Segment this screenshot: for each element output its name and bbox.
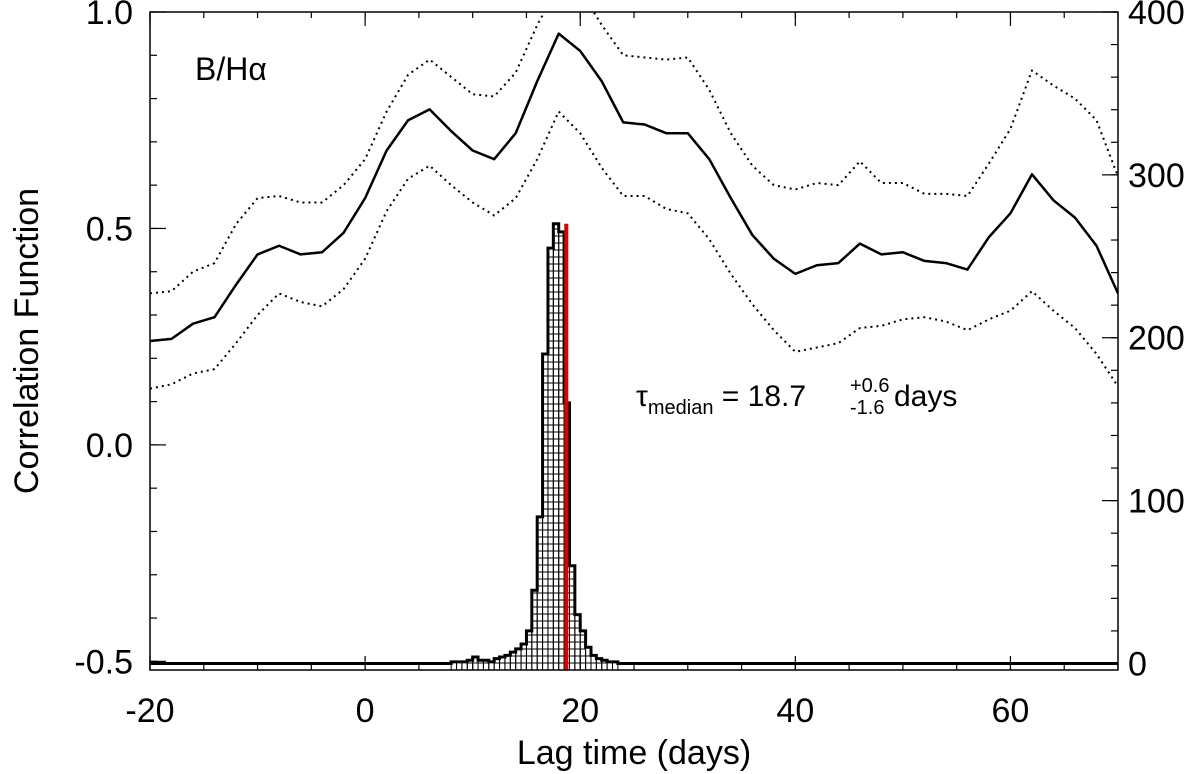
tau-subscript: median [648,397,714,419]
median-unit: days [894,380,957,413]
ccf-error-curve [150,12,1118,295]
y2-tick-label: 0 [1128,645,1147,683]
lag-histogram [150,222,1118,670]
y-tick-label: -0.5 [74,643,133,681]
y-tick-label: 1.0 [86,0,133,32]
plot-frame [149,11,1119,671]
x-tick-label: -20 [125,692,174,730]
histogram-bar [552,223,560,670]
x-axis-title: Lag time (days) [517,734,751,772]
x-tick-label: 60 [992,692,1030,730]
tau-symbol: τ [636,380,648,413]
y-tick-label: 0.0 [86,427,133,465]
median-value: 18.7 [748,380,806,413]
median-upper-error: +0.6 [850,375,889,397]
median-lower-error: -1.6 [850,397,884,419]
axis-ticks: -20 0 20 40 60 -0.5 0.0 0.5 1.0 0 100 200 300 400 [74,0,1184,730]
y2-tick-label: 300 [1128,157,1185,195]
y2-tick-label: 100 [1128,483,1185,521]
ccf-error-curve [150,110,1118,390]
x-tick-label: 0 [356,692,375,730]
panel-label: B/Hα [195,51,267,87]
y2-tick-label: 200 [1128,320,1185,358]
y2-tick-label: 400 [1128,0,1185,32]
series-layer [150,12,1118,390]
x-tick-label: 20 [561,692,599,730]
histogram-outline [150,222,1118,665]
ccf-curve [150,32,1118,343]
y-axis-title: Correlation Function [8,188,46,494]
median-annotation: τmedian = 18.7 [636,380,806,419]
y-tick-label: 0.5 [86,210,133,248]
x-tick-label: 40 [776,692,814,730]
